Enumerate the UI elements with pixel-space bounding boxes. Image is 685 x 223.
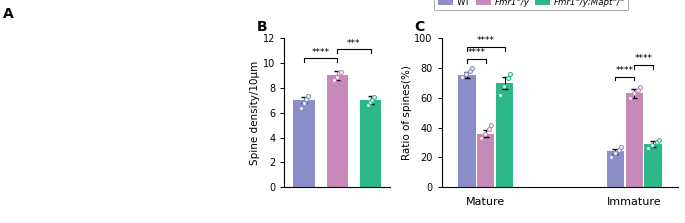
Text: ***: *** bbox=[347, 39, 361, 48]
Point bbox=[364, 100, 375, 104]
Point bbox=[484, 127, 495, 131]
Text: C: C bbox=[414, 20, 425, 34]
Bar bbox=[293, 100, 315, 187]
Legend: WT, Fmr1⁻/y, Fmr1⁻/y;Mapt⁻/⁻: WT, Fmr1⁻/y, Fmr1⁻/y;Mapt⁻/⁻ bbox=[434, 0, 628, 10]
Bar bbox=[625, 93, 643, 187]
Text: ****: **** bbox=[312, 47, 329, 57]
Point bbox=[615, 145, 626, 149]
Point bbox=[333, 72, 344, 75]
Y-axis label: Ratio of spines(%): Ratio of spines(%) bbox=[401, 65, 412, 160]
Point bbox=[466, 66, 477, 70]
Point bbox=[643, 147, 654, 150]
Point bbox=[624, 96, 635, 99]
Point bbox=[366, 98, 377, 101]
Point bbox=[609, 151, 620, 155]
Text: ****: **** bbox=[477, 36, 495, 45]
Point bbox=[495, 93, 506, 97]
Bar bbox=[496, 83, 513, 187]
Point bbox=[298, 101, 309, 104]
Point bbox=[369, 95, 379, 99]
Point bbox=[329, 78, 340, 82]
Bar bbox=[607, 151, 624, 187]
Bar bbox=[645, 144, 662, 187]
Point bbox=[486, 123, 497, 126]
Bar bbox=[360, 100, 382, 187]
Text: A: A bbox=[3, 7, 14, 21]
Point bbox=[301, 97, 312, 101]
Point bbox=[628, 91, 639, 95]
Point bbox=[302, 95, 313, 98]
Point bbox=[613, 148, 624, 152]
Point bbox=[605, 156, 616, 159]
Text: ****: **** bbox=[635, 54, 653, 63]
Bar bbox=[477, 134, 495, 187]
Text: B: B bbox=[257, 20, 268, 34]
Point bbox=[475, 136, 486, 140]
Point bbox=[332, 75, 342, 78]
Point bbox=[464, 69, 475, 72]
Point bbox=[634, 85, 645, 89]
Text: ****: **** bbox=[616, 66, 634, 75]
Point bbox=[460, 72, 471, 76]
Y-axis label: Spine density/10μm: Spine density/10μm bbox=[250, 60, 260, 165]
Bar bbox=[458, 75, 475, 187]
Point bbox=[505, 72, 516, 76]
Point bbox=[335, 70, 346, 73]
Point bbox=[479, 132, 490, 135]
Point bbox=[457, 75, 468, 78]
Point bbox=[362, 103, 373, 107]
Point bbox=[295, 106, 306, 109]
Point bbox=[647, 144, 658, 147]
Bar bbox=[327, 75, 348, 187]
Point bbox=[499, 84, 510, 87]
Point bbox=[632, 88, 643, 92]
Text: ****: **** bbox=[467, 48, 485, 57]
Point bbox=[651, 141, 662, 144]
Point bbox=[653, 138, 664, 141]
Point bbox=[503, 76, 514, 80]
